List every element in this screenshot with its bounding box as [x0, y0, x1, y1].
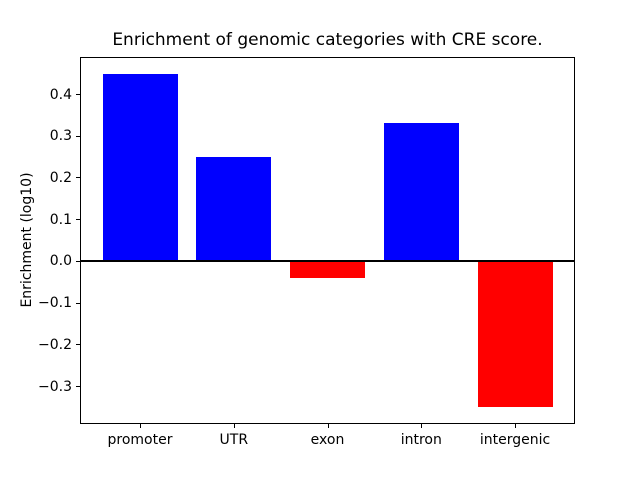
x-tick-label-intron: intron: [400, 432, 442, 448]
y-tick-label: 0.4: [49, 86, 72, 103]
y-axis-label: Enrichment (log10): [19, 172, 35, 308]
bar-exon: [290, 261, 365, 279]
y-tick-label: 0.2: [49, 169, 72, 186]
x-tick-mark: [515, 424, 516, 428]
y-tick-mark: [76, 94, 80, 95]
bar-promoter: [102, 73, 178, 262]
y-tick-label: −0.3: [38, 378, 72, 395]
y-tick-label: 0.1: [49, 211, 72, 228]
y-tick-mark: [76, 135, 80, 137]
x-tick-label-exon: exon: [310, 432, 345, 448]
bar-intron: [383, 122, 459, 262]
x-tick-label-intergenic: intergenic: [479, 432, 551, 448]
y-tick-label: 0.0: [49, 253, 72, 270]
x-tick-mark: [421, 424, 423, 428]
y-tick-mark: [76, 260, 80, 262]
y-tick-mark: [76, 219, 80, 221]
chart-title: Enrichment of genomic categories with CR…: [112, 30, 543, 50]
y-tick-mark: [76, 386, 80, 387]
x-tick-mark: [140, 424, 141, 428]
x-tick-label-promoter: promoter: [107, 432, 173, 448]
x-tick-label-UTR: UTR: [219, 432, 249, 448]
y-tick-mark: [76, 302, 80, 304]
y-tick-label: −0.1: [38, 295, 72, 312]
x-tick-mark: [327, 424, 329, 428]
bar-UTR: [196, 157, 272, 262]
bar-intergenic: [477, 261, 553, 408]
y-tick-mark: [76, 344, 80, 346]
x-tick-mark: [233, 424, 235, 428]
y-tick-label: 0.3: [49, 128, 72, 145]
y-tick-mark: [76, 177, 80, 179]
zero-line: [80, 260, 575, 263]
y-tick-label: −0.2: [38, 336, 72, 353]
